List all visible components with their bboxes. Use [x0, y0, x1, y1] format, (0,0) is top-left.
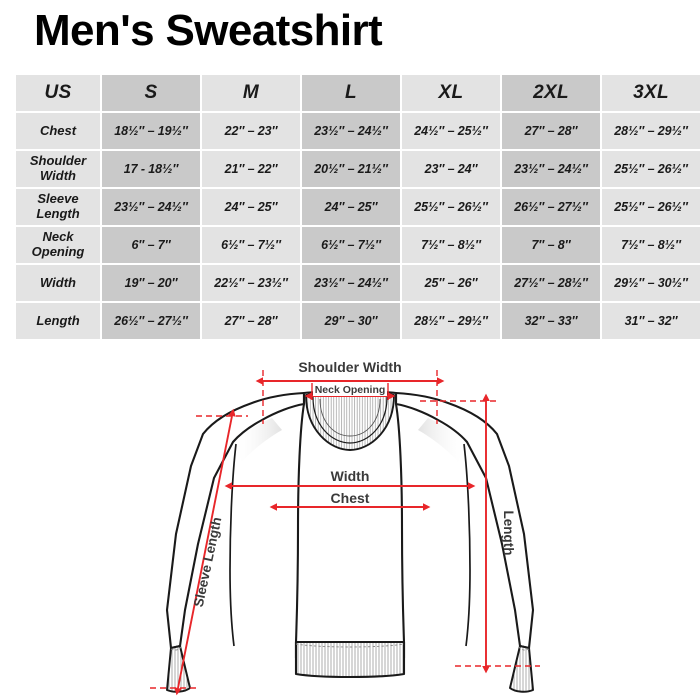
table-row: Neck Opening 6″ – 7″ 6½″ – 7½″ 6½″ – 7½″…: [16, 227, 700, 263]
cell-sleeve-length-3xl: 25½″ – 26½″: [602, 189, 700, 225]
cell-shoulder-width-2xl: 23½″ – 24½″: [502, 151, 600, 187]
column-header-2xl: 2XL: [502, 75, 600, 111]
chest-label-bg: [316, 488, 384, 506]
shoulder-width-label: Shoulder Width: [298, 359, 401, 375]
cell-width-s: 19″ – 20″: [102, 265, 200, 301]
cell-neck-opening-l: 6½″ – 7½″: [302, 227, 400, 263]
cell-neck-opening-3xl: 7½″ – 8½″: [602, 227, 700, 263]
row-label-line: Sleeve: [37, 191, 79, 207]
width-label: Width: [331, 468, 370, 484]
row-label-line: Chest: [39, 122, 77, 138]
page-title: Men's Sweatshirt: [34, 6, 383, 55]
row-label-line: Width: [40, 168, 76, 183]
cell-width-l: 23½″ – 24½″: [302, 265, 400, 301]
cell-shoulder-width-l: 20½″ – 21½″: [302, 151, 400, 187]
measurement-diagram: Shoulder Width Neck Opening Width Chest …: [0, 358, 700, 700]
garment-shoulder-shading-right: [418, 418, 467, 462]
size-chart-table: US S M L XL 2XL 3XL Chest 18½″ – 19½″ 22…: [14, 73, 700, 341]
cell-sleeve-length-l: 24″ – 25″: [302, 189, 400, 225]
cell-width-3xl: 29½″ – 30½″: [602, 265, 700, 301]
cell-length-s: 26½″ – 27½″: [102, 303, 200, 339]
table-row: Chest 18½″ – 19½″ 22″ – 23″ 23½″ – 24½″ …: [16, 113, 700, 149]
garment-shoulder-shading-left: [233, 418, 282, 462]
row-label-neck-opening: Neck Opening: [16, 227, 100, 263]
garment-body-outline: [165, 391, 306, 650]
garment-cuff-right: [509, 645, 534, 693]
garment-right-side-seam: [463, 443, 471, 647]
row-label-line: Opening: [31, 244, 85, 259]
sweatshirt-illustration: [165, 390, 535, 693]
row-label-sleeve-length: Sleeve Length: [16, 189, 100, 225]
cell-shoulder-width-s: 17 - 18½″: [102, 151, 200, 187]
width-label-bg: [314, 466, 386, 484]
cell-length-2xl: 32″ – 33″: [502, 303, 600, 339]
cell-shoulder-width-3xl: 25½″ – 26½″: [602, 151, 700, 187]
cell-shoulder-width-xl: 23″ – 24″: [402, 151, 500, 187]
garment-collar-inner-line: [312, 396, 388, 444]
cell-chest-m: 22″ – 23″: [202, 113, 300, 149]
cell-neck-opening-xl: 7½″ – 8½″: [402, 227, 500, 263]
row-label-length: Length: [16, 303, 100, 339]
garment-left-side-seam: [229, 443, 237, 647]
row-label-width: Width: [16, 265, 100, 301]
cell-neck-opening-s: 6″ – 7″: [102, 227, 200, 263]
cell-shoulder-width-m: 21″ – 22″: [202, 151, 300, 187]
cell-length-m: 27″ – 28″: [202, 303, 300, 339]
row-label-chest: Chest: [16, 113, 100, 149]
row-label-line: Length: [36, 206, 80, 221]
garment-torso: [294, 390, 406, 660]
garment-hem-rib: [294, 640, 406, 679]
chest-label: Chest: [331, 490, 370, 506]
cell-chest-l: 23½″ – 24½″: [302, 113, 400, 149]
cell-length-l: 29″ – 30″: [302, 303, 400, 339]
row-label-line: Length: [36, 312, 80, 328]
table-row: Sleeve Length 23½″ – 24½″ 24″ – 25″ 24″ …: [16, 189, 700, 225]
table-row: Length 26½″ – 27½″ 27″ – 28″ 29″ – 30″ 2…: [16, 303, 700, 339]
cell-length-xl: 28½″ – 29½″: [402, 303, 500, 339]
shoulder-width-label-bg: [290, 359, 410, 376]
row-label-line: Shoulder: [29, 153, 87, 169]
row-label-line: Width: [40, 274, 76, 290]
cell-chest-xl: 24½″ – 25½″: [402, 113, 500, 149]
cell-sleeve-length-2xl: 26½″ – 27½″: [502, 189, 600, 225]
cell-chest-3xl: 28½″ – 29½″: [602, 113, 700, 149]
neck-opening-label-bg: [313, 382, 387, 396]
cell-width-2xl: 27½″ – 28½″: [502, 265, 600, 301]
cell-width-m: 22½″ – 23½″: [202, 265, 300, 301]
table-header-row: US S M L XL 2XL 3XL: [16, 75, 700, 111]
table-row: Shoulder Width 17 - 18½″ 21″ – 22″ 20½″ …: [16, 151, 700, 187]
cell-length-3xl: 31″ – 32″: [602, 303, 700, 339]
cell-sleeve-length-m: 24″ – 25″: [202, 189, 300, 225]
garment-cuff-right-seam: [518, 646, 530, 651]
column-header-xl: XL: [402, 75, 500, 111]
garment-collar-seam-line: [319, 398, 381, 437]
sleeve-length-arrow: [174, 408, 236, 696]
row-label-line: Neck: [42, 229, 74, 245]
column-header-m: M: [202, 75, 300, 111]
cell-sleeve-length-xl: 25½″ – 26½″: [402, 189, 500, 225]
cell-sleeve-length-s: 23½″ – 24½″: [102, 189, 200, 225]
cell-width-xl: 25″ – 26″: [402, 265, 500, 301]
table-row: Width 19″ – 20″ 22½″ – 23½″ 23½″ – 24½″ …: [16, 265, 700, 301]
cell-chest-s: 18½″ – 19½″: [102, 113, 200, 149]
garment-hem-top-seam: [295, 643, 405, 648]
column-header-us: US: [16, 75, 100, 111]
row-label-shoulder-width: Shoulder Width: [16, 151, 100, 187]
column-header-3xl: 3XL: [602, 75, 700, 111]
cell-neck-opening-m: 6½″ – 7½″: [202, 227, 300, 263]
cell-neck-opening-2xl: 7″ – 8″: [502, 227, 600, 263]
neck-opening-label: Neck Opening: [315, 384, 386, 396]
column-header-l: L: [302, 75, 400, 111]
column-header-s: S: [102, 75, 200, 111]
length-label: Length: [501, 511, 516, 556]
cell-chest-2xl: 27″ – 28″: [502, 113, 600, 149]
